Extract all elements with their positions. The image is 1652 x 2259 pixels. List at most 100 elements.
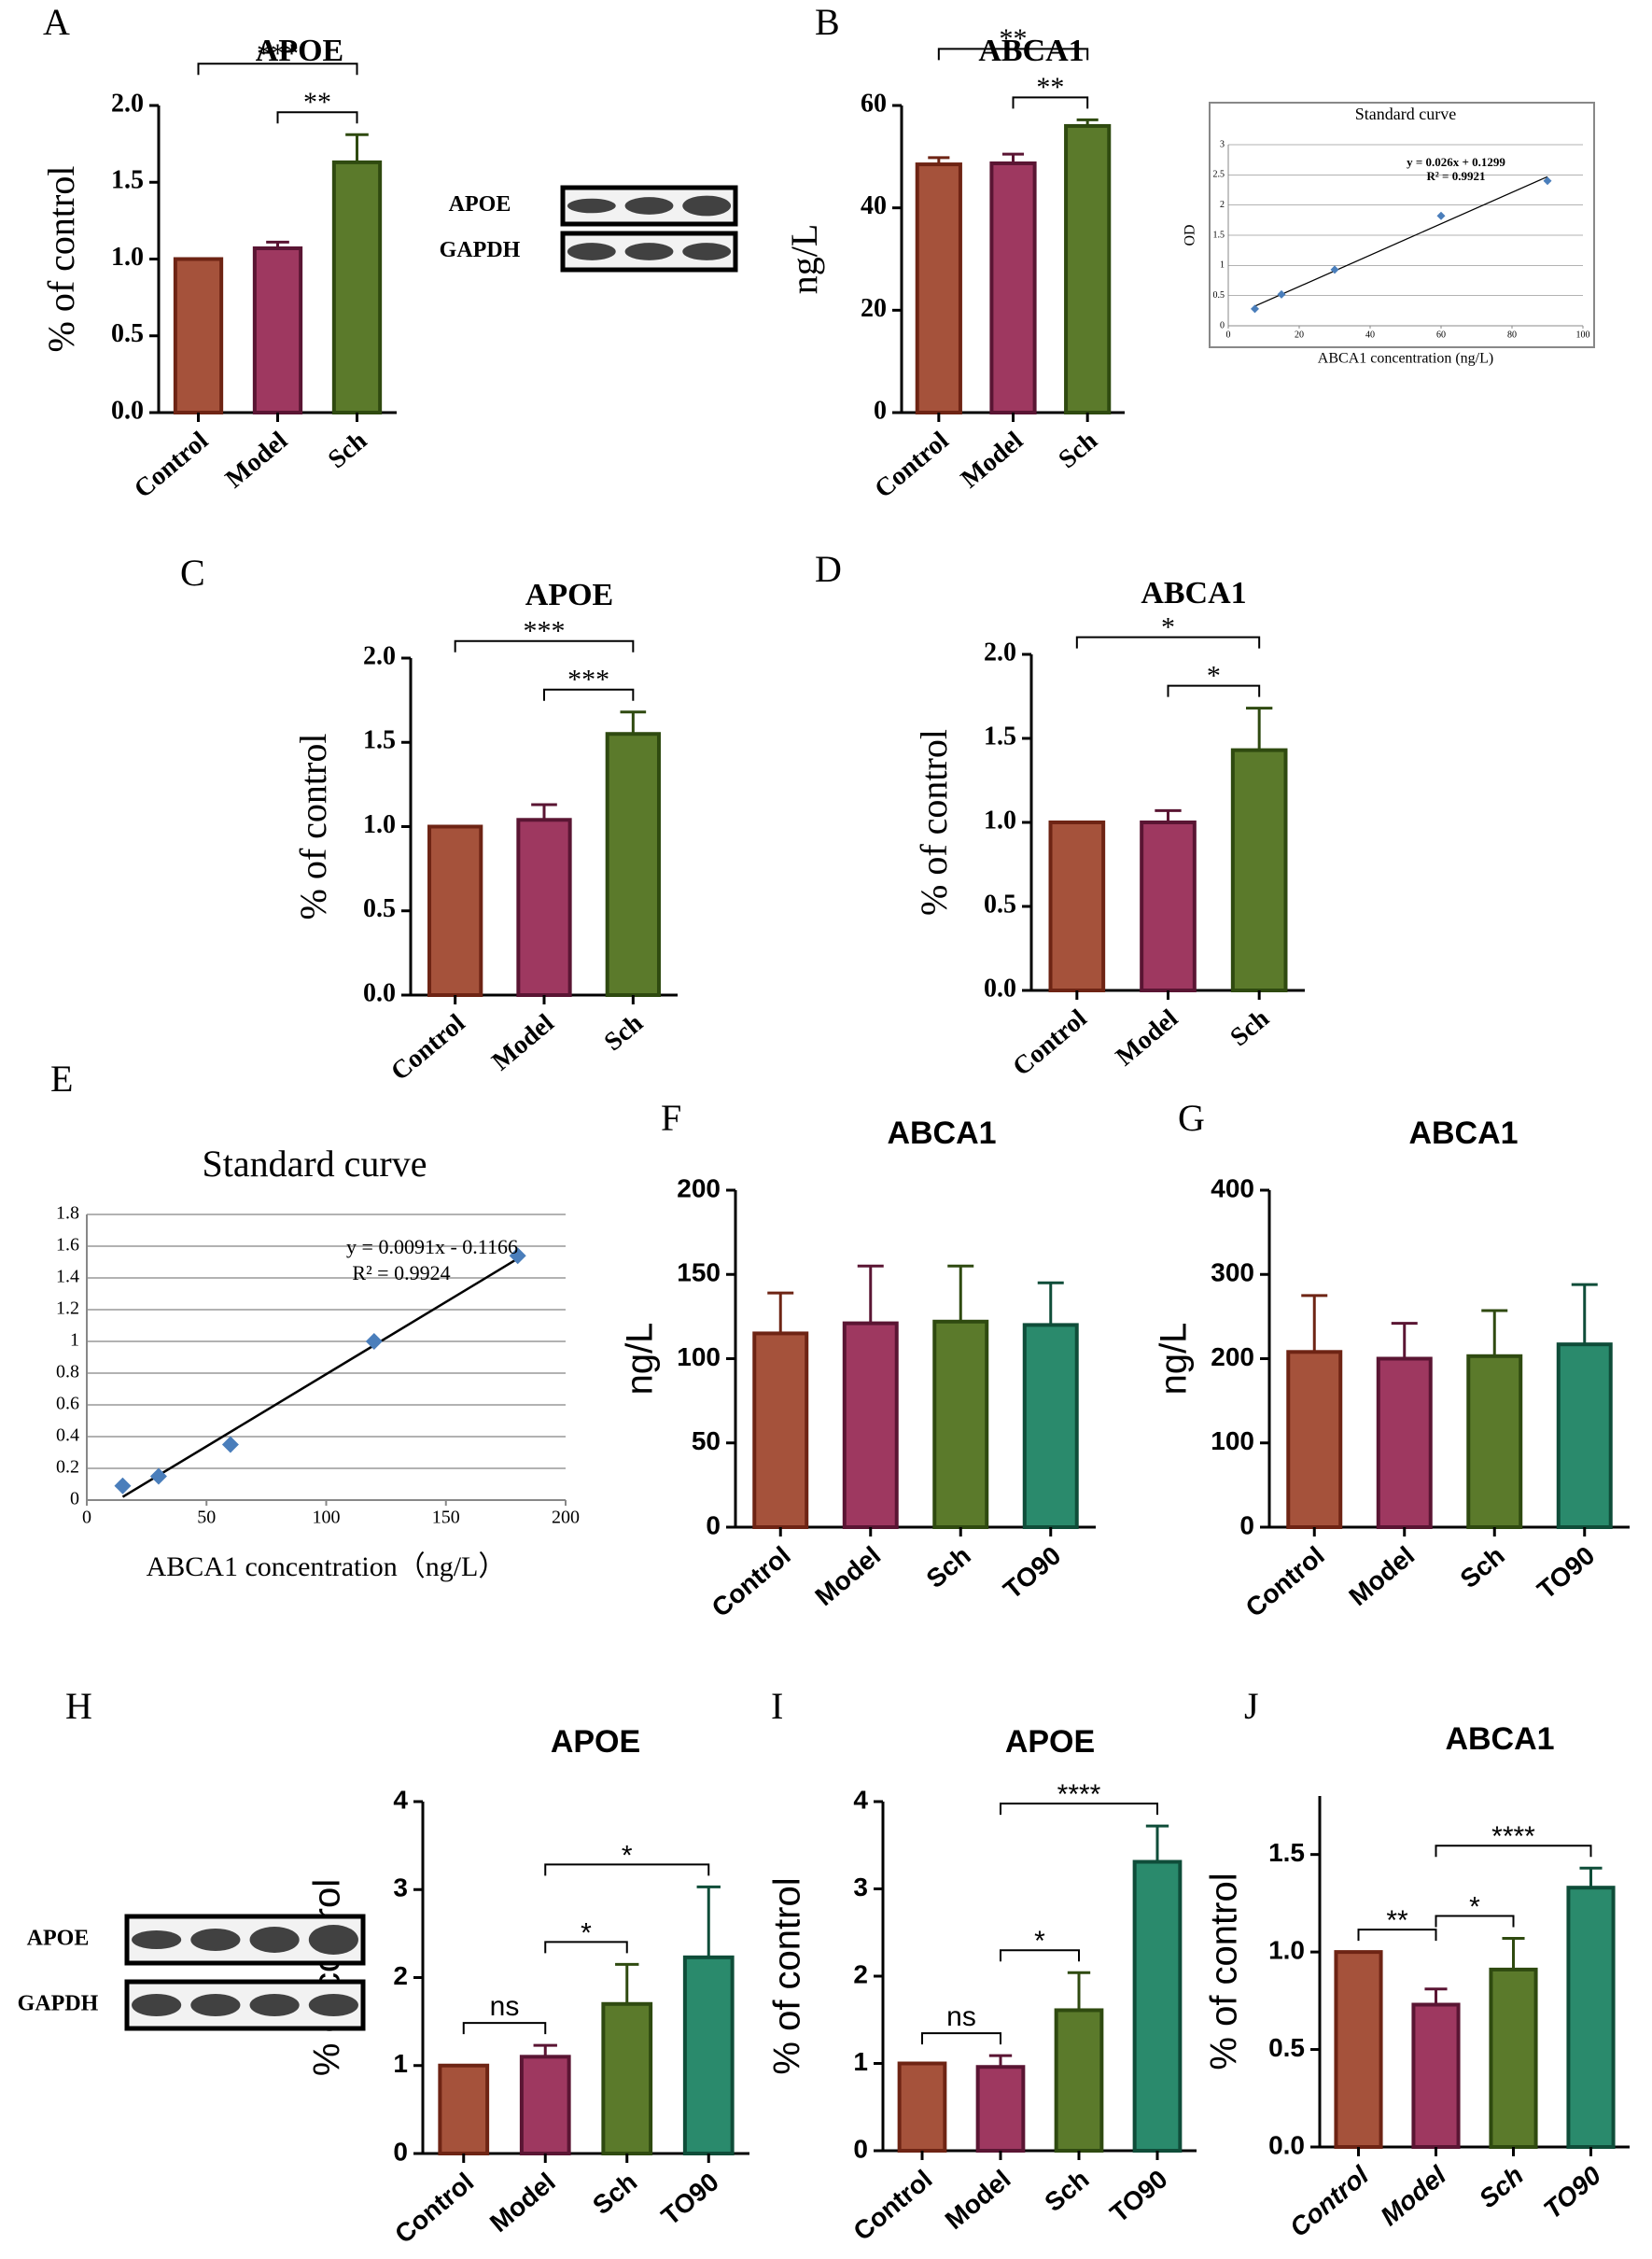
trendline [121, 1257, 519, 1498]
significance-bracket [1000, 1803, 1158, 1816]
x-tick-label: Control [707, 1541, 796, 1623]
bar [1376, 1356, 1433, 1529]
y-tick-label: 0 [393, 2137, 408, 2166]
x-tick-label: Sch [323, 426, 373, 474]
panel-letter: F [661, 1097, 681, 1139]
y-tick-label: 1.0 [1268, 1936, 1305, 1965]
blot-band [682, 195, 732, 217]
y-tick-label: 1.2 [56, 1298, 79, 1319]
x-tick-label: Model [956, 426, 1029, 494]
y-axis-label: % of control [1204, 1873, 1245, 2070]
significance-label: ns [946, 2001, 976, 2032]
y-tick-label: 400 [1211, 1173, 1254, 1202]
chart-title: ABCA1 [887, 1115, 996, 1151]
panel-letter: G [1178, 1097, 1205, 1139]
y-tick-label: 0 [874, 396, 887, 425]
y-tick-label: 0.5 [1268, 2033, 1305, 2062]
x-tick-label: 100 [1576, 330, 1590, 340]
panel: E Standard curve 0 0.2 0.4 0.6 0.8 1 1.2 1.4 1.6 1.… [50, 1058, 580, 1582]
significance-label: ns [490, 1991, 520, 2022]
data-point [365, 1333, 383, 1350]
y-axis-label: % of control [292, 734, 334, 920]
trendline [1254, 175, 1548, 307]
significance-label: *** [257, 38, 299, 69]
x-tick-label: TO90 [656, 2168, 724, 2231]
y-tick-label: 150 [677, 1258, 721, 1287]
x-tick-label: 0 [1226, 330, 1231, 340]
data-point [1543, 176, 1552, 186]
x-tick-label: Sch [599, 1008, 650, 1057]
y-tick-label: 1.6 [56, 1235, 79, 1256]
x-tick-label: 150 [432, 1508, 460, 1528]
data-point [114, 1477, 132, 1494]
bar [427, 824, 483, 997]
y-tick-label: 1.5 [1268, 1838, 1305, 1867]
y-tick-label: 0 [706, 1510, 721, 1539]
y-tick-label: 1 [853, 2047, 868, 2076]
panel-letter: H [65, 1685, 92, 1727]
x-tick-label: Control [1284, 2160, 1375, 2243]
x-tick-label: Control [129, 426, 214, 504]
y-tick-label: 1.0 [984, 806, 1016, 835]
significance-bracket [921, 2032, 1001, 2045]
bar [932, 1319, 989, 1530]
blot-label: APOE [27, 1927, 90, 1951]
bar [1022, 1323, 1079, 1530]
bar [1048, 821, 1106, 992]
blot-band [308, 1925, 358, 1955]
r-squared: R² = 0.9921 [1427, 169, 1486, 183]
y-tick-label: 4 [393, 1785, 408, 1814]
y-tick-label: 0.4 [56, 1425, 79, 1446]
blot-label: APOE [449, 192, 511, 217]
y-tick-label: 1.5 [984, 722, 1016, 751]
data-point [1436, 211, 1446, 220]
significance-label: * [1207, 660, 1221, 691]
bar [752, 1331, 809, 1530]
significance-bracket [462, 2022, 547, 2035]
y-tick-label: 60 [861, 89, 887, 118]
panel: J ABCA1 0.0 0.5 1.0 1.5 % of control Control Mod… [1204, 1685, 1630, 2242]
x-tick-label: Control [389, 2168, 479, 2250]
x-tick-label: Sch [1474, 2161, 1529, 2214]
blot-band [567, 198, 616, 214]
blot-band [682, 243, 732, 260]
blot-label: GAPDH [440, 238, 521, 262]
significance-label: **** [1491, 1821, 1535, 1852]
significance-label: * [1034, 1926, 1045, 1957]
blot-band [132, 1994, 182, 2016]
significance-bracket [544, 1863, 710, 1876]
bar [842, 1321, 899, 1529]
x-tick-label: Model [1343, 1541, 1420, 1612]
x-tick-label: 0 [82, 1508, 91, 1528]
significance-label: *** [567, 665, 609, 695]
y-tick-label: 2 [1220, 200, 1225, 210]
y-tick-label: 200 [1211, 1342, 1254, 1371]
significance-bracket [276, 111, 358, 124]
significance-label: * [581, 1917, 592, 1948]
bar [1286, 1350, 1343, 1530]
bar [682, 1955, 735, 2156]
panel-letter: A [43, 1, 70, 43]
blot-band [624, 243, 674, 260]
x-tick-label: 40 [1365, 330, 1375, 340]
x-tick-label: TO90 [998, 1541, 1066, 1605]
y-tick-label: 1.4 [56, 1267, 79, 1287]
x-tick-label: Model [1375, 2160, 1452, 2232]
significance-bracket [1167, 684, 1261, 697]
x-tick-label: Sch [1225, 1003, 1275, 1052]
y-tick-label: 2.0 [363, 641, 396, 670]
panel: A APOE 0.0 0.5 1.0 1.5 2.0 % of control Control M… [40, 1, 738, 504]
chart-title: Standard curve [1355, 105, 1456, 123]
blot-band [308, 1994, 358, 2016]
significance-bracket [1075, 636, 1261, 649]
bar [1140, 821, 1197, 992]
significance-label: ** [303, 87, 331, 118]
y-tick-label: 1 [70, 1330, 79, 1351]
y-tick-label: 0.6 [56, 1394, 79, 1414]
y-tick-label: 100 [677, 1342, 721, 1371]
y-tick-label: 1.5 [1213, 230, 1225, 240]
x-tick-label: Sch [1053, 426, 1103, 474]
significance-bracket [1435, 1915, 1515, 1928]
panel-letter: J [1244, 1685, 1259, 1727]
